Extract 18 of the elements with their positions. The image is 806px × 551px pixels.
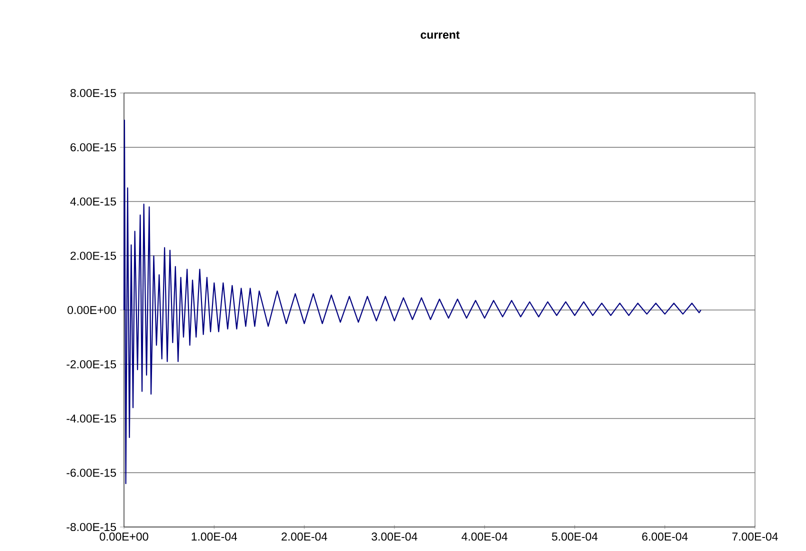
y-tick-label: 2.00E-15 — [70, 252, 116, 260]
y-tick-label: 4.00E-15 — [70, 197, 116, 206]
y-tick-label: -4.00E-15 — [66, 414, 116, 423]
x-tick-label: 7.00E-04 — [732, 532, 778, 541]
x-tick-label: 3.00E-04 — [372, 532, 418, 541]
x-tick-label: 1.00E-04 — [192, 532, 238, 541]
y-tick-label: 6.00E-15 — [70, 143, 116, 152]
x-tick-label: 2.00E-04 — [282, 532, 328, 541]
y-tick-label: -2.00E-15 — [66, 360, 116, 368]
y-tick-label: -6.00E-15 — [66, 468, 116, 477]
x-tick-label: 5.00E-04 — [552, 532, 598, 541]
x-tick-label: 6.00E-04 — [642, 532, 688, 541]
x-tick-label: 4.00E-04 — [462, 532, 508, 541]
chart-title: current — [420, 31, 460, 39]
y-tick-label: 8.00E-15 — [70, 88, 116, 98]
y-tick-label: -8.00E-15 — [66, 522, 116, 532]
y-tick-label: 0.00E+00 — [68, 306, 116, 314]
x-tick-label: 0.00E+00 — [100, 532, 148, 541]
